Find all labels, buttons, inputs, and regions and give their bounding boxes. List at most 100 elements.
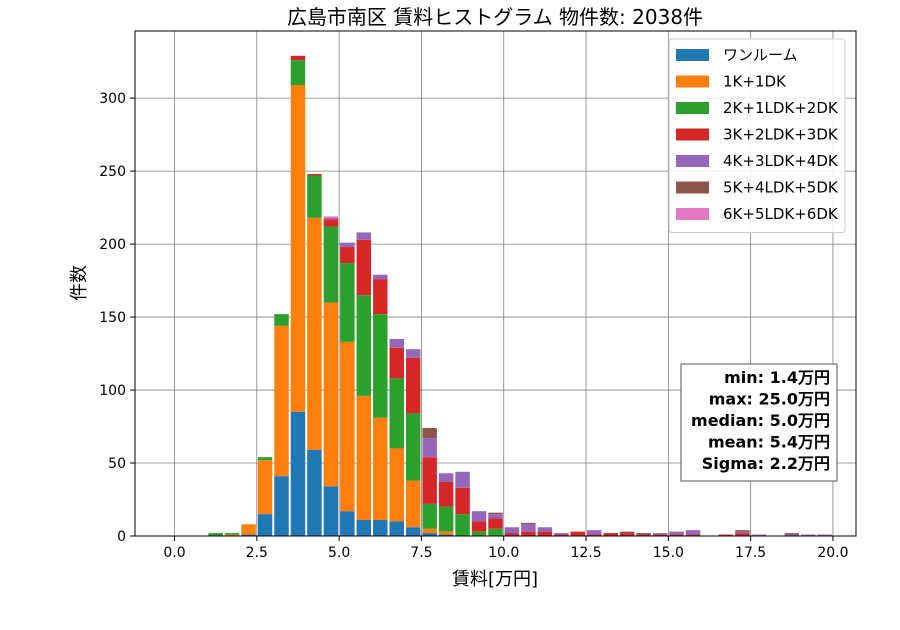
histogram-bar	[685, 530, 701, 535]
legend-swatch	[676, 49, 709, 61]
histogram-bar	[521, 522, 536, 525]
legend-label: 2K+1LDK+2DK	[723, 99, 839, 117]
histogram-bar	[340, 263, 355, 342]
histogram-bars	[208, 55, 832, 536]
histogram-bar	[224, 533, 240, 535]
histogram-bar	[257, 457, 273, 461]
legend: ワンルーム 1K+1DK 2K+1LDK+2DK 3K+2LDK+3DK 4K+3LDK…	[668, 38, 846, 233]
histogram-bar	[784, 534, 800, 536]
histogram-bar	[340, 511, 355, 536]
histogram-bar	[290, 85, 306, 412]
histogram-bar	[504, 527, 520, 534]
legend-label: 4K+3LDK+4DK	[723, 152, 839, 170]
stats-line: Sigma: 2.2万円	[702, 454, 830, 473]
legend-label: 6K+5LDK+6DK	[723, 205, 839, 223]
x-tick-label: 5.0	[328, 545, 350, 561]
y-tick-label: 150	[99, 310, 126, 326]
histogram-bar	[438, 531, 454, 535]
x-tick-label: 7.5	[410, 545, 432, 561]
histogram-bar	[274, 325, 289, 477]
histogram-bar	[323, 226, 339, 303]
x-tick-label: 0.0	[163, 545, 185, 561]
histogram-bar	[669, 531, 684, 535]
histogram-bar	[389, 521, 404, 536]
histogram-bar	[619, 533, 635, 536]
histogram-bar	[224, 534, 240, 536]
histogram-bar	[307, 217, 322, 450]
y-tick-label: 250	[99, 164, 126, 180]
stats-box: min: 1.4万円 max: 25.0万円 median: 5.0万円 mean: …	[680, 363, 838, 482]
stats-line: max: 25.0万円	[709, 390, 830, 409]
histogram-bar	[471, 531, 487, 536]
y-axis-label: 件数	[69, 265, 90, 301]
legend-swatch	[676, 208, 709, 220]
histogram-bar	[340, 341, 355, 512]
histogram-bar	[504, 533, 520, 536]
histogram-bar	[274, 476, 289, 536]
chart-title: 広島市南区 賃料ヒストグラム 物件数: 2038件	[287, 5, 703, 29]
histogram-bar	[488, 512, 503, 515]
histogram-bar	[373, 519, 388, 536]
axis-ticks: 0.0 2.5 5.0 7.5 10.0 12.5 15.0 17.5 20.0 0 50 100 15…	[99, 91, 848, 561]
histogram-bar	[307, 174, 322, 176]
x-tick-label: 12.5	[570, 545, 601, 561]
x-tick-label: 2.5	[246, 545, 268, 561]
histogram-bar	[488, 514, 503, 519]
histogram-bar	[735, 533, 750, 536]
legend-swatch	[676, 155, 709, 167]
histogram-bar	[471, 511, 487, 522]
histogram-bar	[554, 533, 569, 535]
histogram-bar	[636, 533, 651, 535]
histogram-bar	[685, 534, 701, 536]
histogram-bar	[784, 533, 800, 535]
histogram-bar	[817, 534, 832, 536]
histogram-bar	[801, 534, 816, 536]
histogram-bar	[356, 395, 372, 520]
histogram-bar	[751, 534, 767, 536]
legend-label: 3K+2LDK+3DK	[723, 126, 839, 144]
histogram-bar	[389, 448, 404, 522]
histogram-bar	[636, 534, 651, 536]
histogram-bar	[438, 473, 454, 482]
histogram-bar	[307, 449, 322, 536]
x-tick-label: 20.0	[817, 545, 848, 561]
grid-lines	[135, 31, 856, 537]
histogram-bar	[422, 457, 437, 504]
histogram-bar	[422, 533, 437, 536]
histogram-bar	[669, 534, 684, 536]
legend-label: 5K+4LDK+5DK	[723, 179, 839, 197]
histogram-bar	[537, 531, 553, 536]
histogram-bar	[323, 486, 339, 536]
x-axis-label: 賃料[万円]	[452, 569, 538, 590]
histogram-bar	[652, 533, 668, 535]
histogram-bar	[521, 531, 536, 536]
histogram-bar	[323, 302, 339, 487]
histogram-bar	[619, 531, 635, 534]
histogram-bar	[570, 531, 586, 536]
histogram-bar	[438, 534, 454, 536]
histogram-bar	[438, 506, 454, 532]
y-tick-label: 50	[108, 456, 126, 472]
histogram-bar	[652, 534, 668, 536]
histogram-bar	[373, 274, 388, 280]
histogram-bar	[323, 216, 339, 218]
histogram-bar	[455, 487, 470, 515]
histogram-bar	[373, 314, 388, 418]
histogram-bar	[323, 219, 339, 227]
histogram-bar	[241, 534, 256, 536]
histogram-bar	[274, 314, 289, 326]
histogram-bar	[422, 438, 437, 458]
histogram-bar	[356, 232, 372, 240]
histogram-bar	[208, 533, 223, 536]
histogram-bar	[356, 519, 372, 536]
histogram-bar	[389, 338, 404, 348]
histogram-bar	[488, 528, 503, 536]
histogram-bar	[307, 175, 322, 218]
histogram-bar	[405, 357, 421, 414]
histogram-bar	[488, 518, 503, 529]
histogram-bar	[422, 427, 437, 439]
histogram-bar	[537, 527, 553, 532]
stats-line: median: 5.0万円	[691, 411, 830, 430]
histogram-bar	[340, 247, 355, 264]
